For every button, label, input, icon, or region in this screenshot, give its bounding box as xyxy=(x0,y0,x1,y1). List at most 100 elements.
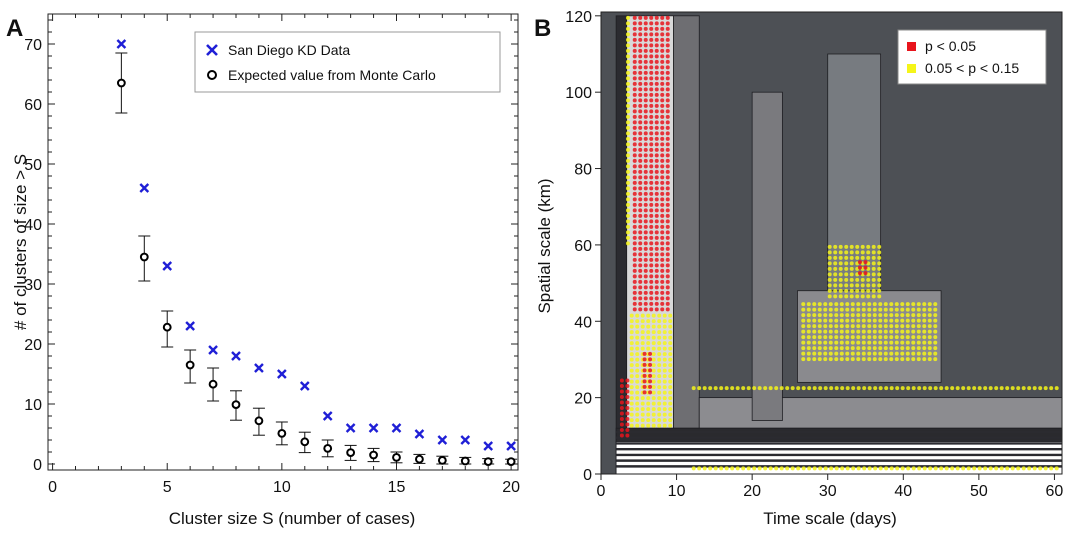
significance-dot xyxy=(916,307,921,312)
significance-dot xyxy=(640,407,645,412)
significance-dot xyxy=(632,70,637,75)
significance-dot xyxy=(866,250,871,255)
significance-dot xyxy=(660,279,665,284)
significance-dot xyxy=(665,142,670,147)
significance-dot xyxy=(867,346,872,351)
significance-dot xyxy=(649,15,654,20)
significance-dot xyxy=(724,466,729,471)
significance-dot xyxy=(1054,386,1059,391)
significance-dot xyxy=(867,318,872,323)
significance-dot xyxy=(660,164,665,169)
significance-dot xyxy=(632,252,637,257)
significance-dot xyxy=(665,109,670,114)
significance-dot xyxy=(855,294,860,299)
significance-dot xyxy=(889,357,894,362)
significance-dot xyxy=(827,250,832,255)
significance-dot xyxy=(900,346,905,351)
significance-dot xyxy=(857,265,862,270)
significance-dot xyxy=(665,158,670,163)
significance-dot xyxy=(660,48,665,53)
significance-dot xyxy=(1043,386,1048,391)
significance-dot xyxy=(632,274,637,279)
significance-dot xyxy=(619,428,624,433)
significance-dot xyxy=(657,357,662,362)
significance-dot xyxy=(668,390,673,395)
significance-dot xyxy=(916,346,921,351)
significance-dot xyxy=(654,32,659,37)
significance-dot xyxy=(660,136,665,141)
significance-dot xyxy=(665,175,670,180)
significance-dot xyxy=(812,313,817,318)
significance-dot xyxy=(665,54,670,59)
significance-dot xyxy=(877,261,882,266)
significance-dot xyxy=(649,43,654,48)
significance-dot xyxy=(840,386,845,391)
significance-dot xyxy=(855,250,860,255)
significance-dot xyxy=(657,341,662,346)
significance-dot xyxy=(838,294,843,299)
significance-dot xyxy=(648,362,653,367)
significance-dot xyxy=(629,401,634,406)
significance-dot xyxy=(662,341,667,346)
significance-dot xyxy=(849,294,854,299)
significance-dot xyxy=(660,114,665,119)
significance-dot xyxy=(878,324,883,329)
significance-dot xyxy=(665,224,670,229)
significance-dot xyxy=(845,346,850,351)
significance-dot xyxy=(654,252,659,257)
significance-dot xyxy=(994,466,999,471)
significance-dot xyxy=(838,250,843,255)
significance-dot xyxy=(619,389,624,394)
significance-dot xyxy=(850,357,855,362)
significance-dot xyxy=(806,340,811,345)
significance-dot xyxy=(654,180,659,185)
significance-dot xyxy=(649,164,654,169)
significance-dot xyxy=(827,244,832,249)
significance-dot xyxy=(638,285,643,290)
significance-dot xyxy=(955,386,960,391)
significance-dot xyxy=(643,81,648,86)
significance-dot xyxy=(916,329,921,334)
significance-dot xyxy=(812,324,817,329)
significance-dot xyxy=(662,368,667,373)
significance-dot xyxy=(828,329,833,334)
contour-region xyxy=(751,91,783,421)
significance-dot xyxy=(654,257,659,262)
significance-dot xyxy=(651,396,656,401)
significance-dot xyxy=(691,466,696,471)
significance-dot xyxy=(922,329,927,334)
significance-dot xyxy=(649,81,654,86)
significance-dot xyxy=(894,351,899,356)
significance-dot xyxy=(730,466,735,471)
significance-dot xyxy=(643,59,648,64)
significance-dot xyxy=(632,235,637,240)
significance-dot xyxy=(651,379,656,384)
significance-dot xyxy=(905,307,910,312)
significance-dot xyxy=(735,386,740,391)
significance-dot xyxy=(922,466,927,471)
significance-dot xyxy=(889,324,894,329)
significance-dot xyxy=(839,318,844,323)
significance-dot xyxy=(877,288,882,293)
significance-dot xyxy=(801,307,806,312)
significance-dot xyxy=(654,147,659,152)
significance-dot xyxy=(640,346,645,351)
significance-dot xyxy=(625,114,630,119)
significance-dot xyxy=(660,175,665,180)
significance-dot xyxy=(660,32,665,37)
significance-dot xyxy=(867,329,872,334)
significance-dot xyxy=(823,357,828,362)
significance-dot xyxy=(878,318,883,323)
significance-dot xyxy=(643,76,648,81)
y-tick-label: 20 xyxy=(24,337,42,354)
significance-dot xyxy=(950,386,955,391)
significance-dot xyxy=(660,241,665,246)
significance-dot xyxy=(927,346,932,351)
significance-dot xyxy=(665,136,670,141)
significance-dot xyxy=(646,396,651,401)
legend-box xyxy=(194,31,501,93)
significance-dot xyxy=(861,335,866,340)
significance-dot xyxy=(878,302,883,307)
significance-dot xyxy=(889,307,894,312)
significance-dot xyxy=(939,466,944,471)
